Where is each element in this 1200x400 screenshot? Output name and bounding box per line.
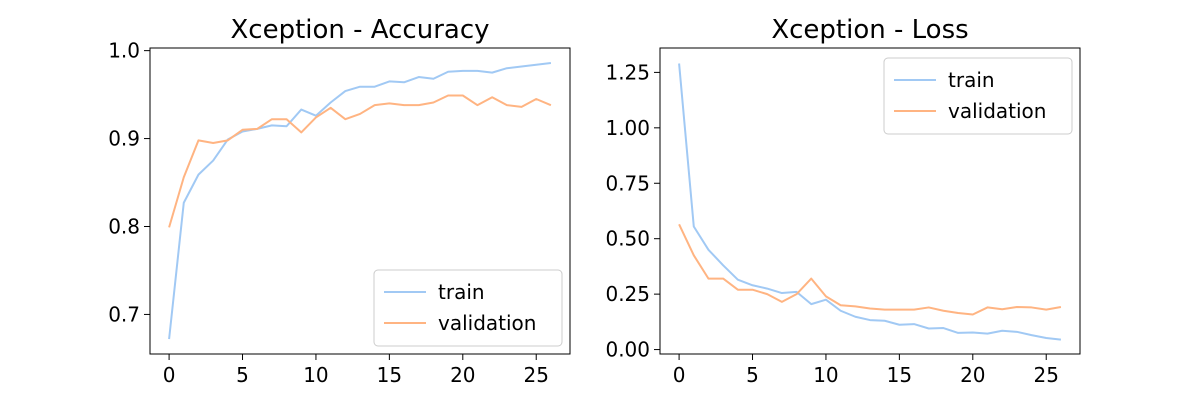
x-tick-label: 0 <box>673 363 686 387</box>
x-tick-label: 20 <box>960 363 985 387</box>
y-tick-label: 1.25 <box>605 60 650 84</box>
plot-area: 0 5 10 15 20 25 0.00 0.25 0.50 0.75 1.00 1.25 train v… <box>605 47 1081 387</box>
y-tick-label: 0.75 <box>605 171 650 195</box>
y-tick-label: 1.00 <box>605 116 650 140</box>
loss-chart: Xception - Loss 0 5 10 15 20 25 0.00 0.25 0.50 0.… <box>605 15 1081 387</box>
x-tick-label: 0 <box>163 363 176 387</box>
axes-frame <box>659 47 1081 355</box>
x-tick-label: 10 <box>813 363 838 387</box>
x-tick-label: 25 <box>523 363 548 387</box>
y-tick-label: 0.50 <box>605 227 650 251</box>
y-tick-label: 0.00 <box>605 338 650 362</box>
x-tick-label: 15 <box>377 363 402 387</box>
legend-label-train: train <box>948 68 995 92</box>
y-tick-label: 0.9 <box>108 127 140 151</box>
legend-label-validation: validation <box>438 311 536 335</box>
y-tick-label: 0.8 <box>108 215 140 239</box>
x-tick-label: 10 <box>303 363 328 387</box>
x-tick-label: 5 <box>236 363 249 387</box>
legend-label-train: train <box>438 280 485 304</box>
axes-frame <box>149 47 571 355</box>
legend: train validation <box>373 269 563 347</box>
legend: train validation <box>883 57 1073 135</box>
plot-area: 0 5 10 15 20 25 0.7 0.8 0.9 1.0 train validation <box>108 39 571 387</box>
legend-box <box>883 57 1073 135</box>
x-tick-label: 20 <box>450 363 475 387</box>
series-line-validation <box>168 94 552 228</box>
x-tick-label: 5 <box>746 363 759 387</box>
chart-title: Xception - Accuracy <box>230 15 489 45</box>
y-tick-label: 1.0 <box>108 39 140 63</box>
accuracy-chart: Xception - Accuracy 0 5 10 15 20 25 0.7 0.8 0.9 1… <box>108 15 571 387</box>
series-line-validation <box>678 223 1062 316</box>
x-tick-label: 15 <box>887 363 912 387</box>
y-tick-label: 0.25 <box>605 282 650 306</box>
chart-title: Xception - Loss <box>771 15 968 45</box>
x-tick-label: 25 <box>1033 363 1058 387</box>
series-line-train <box>678 63 1062 341</box>
legend-label-validation: validation <box>948 99 1046 123</box>
legend-box <box>373 269 563 347</box>
y-tick-label: 0.7 <box>108 302 140 326</box>
